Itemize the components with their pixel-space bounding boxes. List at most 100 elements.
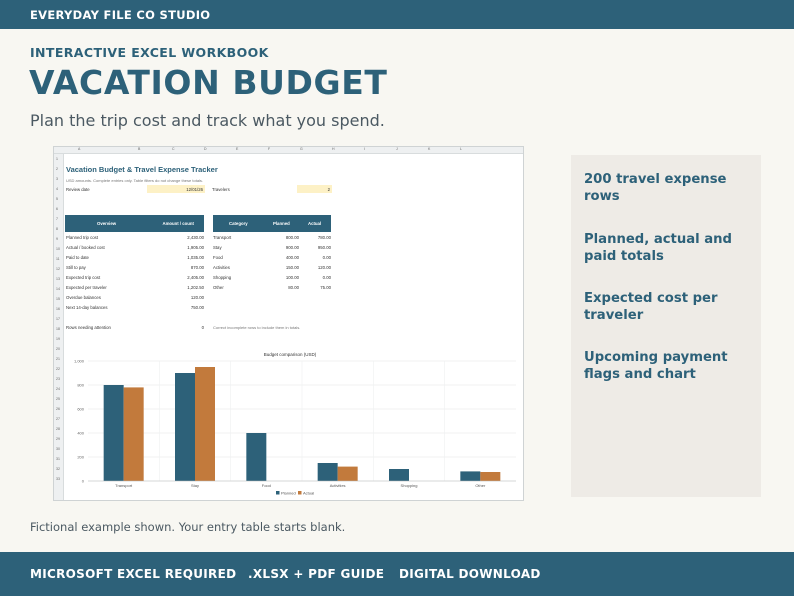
y-tick-label: 800: [77, 383, 84, 388]
chart-title: Budget comparison (USD): [263, 352, 317, 357]
attention-label: Rows needing attention: [66, 325, 111, 330]
category-row-actual: 0.00: [322, 255, 331, 260]
overview-row-value: 1,202.50: [187, 285, 204, 290]
row-number: 21: [56, 357, 60, 361]
travelers-value: 2: [327, 187, 330, 192]
overview-row-value: 1,035.00: [187, 255, 204, 260]
overview-row-label: Expected per traveler: [66, 285, 107, 290]
overview-row-label: Next 14-day balances: [66, 305, 108, 310]
x-tick-label: Stay: [191, 483, 199, 488]
row-headers: 1 2 3 4 5 6 7 8 9 10 11 12 13 14 15 16 17 18 19 20 21 22 23 24 2…: [54, 154, 64, 500]
bar-planned: [246, 433, 267, 481]
overview-row-label: Still to pay: [66, 265, 86, 270]
category-row-name: Activities: [213, 265, 230, 270]
row-number: 8: [56, 227, 58, 231]
overview-row-value: 750.00: [190, 305, 204, 310]
column-headers: A B C D E F G H I J K L: [54, 147, 523, 154]
chart-plot: 0 200 400 600 800 1,000 Transport Stay Food Activ…: [74, 359, 516, 495]
row-number: 12: [56, 267, 60, 271]
category-row-name: Other: [213, 285, 224, 290]
column-letter: J: [396, 147, 398, 151]
brand-bar: EVERYDAY FILE CO STUDIO: [0, 0, 794, 29]
row-number: 9: [56, 237, 58, 241]
column-letter: K: [428, 147, 431, 151]
row-number: 32: [56, 467, 60, 471]
row-number: 6: [56, 207, 58, 211]
row-number: 5: [56, 197, 58, 201]
overview-row-label: Overdue balances: [66, 295, 101, 300]
footnote: Fictional example shown. Your entry tabl…: [30, 520, 346, 534]
footer-excel-required: MICROSOFT EXCEL REQUIRED: [30, 567, 237, 581]
column-letter: E: [236, 147, 239, 151]
travelers-label: Travelers: [212, 187, 230, 192]
category-row-planned: 400.00: [285, 255, 299, 260]
overview-header: Overview Amount / count: [65, 215, 204, 232]
category-row-actual: 0.00: [322, 275, 331, 280]
category-header: Category Planned Actual: [213, 215, 331, 232]
review-date-cell[interactable]: [147, 185, 205, 193]
column-letter: C: [172, 147, 175, 151]
overview-row-value: 120.00: [190, 295, 204, 300]
row-number: 14: [56, 287, 60, 291]
bar-actual: [123, 387, 144, 481]
row-number: 1: [56, 157, 58, 161]
row-number: 10: [56, 247, 60, 251]
planned-header-label: Planned: [273, 221, 290, 226]
x-tick-label: Shopping: [401, 483, 418, 488]
travelers-cell[interactable]: [297, 185, 332, 193]
features-panel: 200 travel expense rows Planned, actual …: [571, 155, 761, 497]
category-row-actual: 120.00: [317, 265, 331, 270]
x-tick-label: Food: [262, 483, 271, 488]
x-tick-label: Transport: [115, 483, 133, 488]
y-tick-label: 200: [77, 455, 84, 460]
row-number: 31: [56, 457, 60, 461]
row-number: 16: [56, 307, 60, 311]
x-tick-label: Activities: [330, 483, 346, 488]
column-letter: I: [364, 147, 365, 151]
category-row-planned: 800.00: [285, 235, 299, 240]
legend-label: Actual: [303, 490, 314, 495]
row-number: 26: [56, 407, 60, 411]
category-row-actual: 780.00: [317, 235, 331, 240]
eyebrow-label: INTERACTIVE EXCEL WORKBOOK: [30, 45, 269, 60]
column-letter: L: [460, 147, 462, 151]
brand-name: EVERYDAY FILE CO STUDIO: [30, 8, 211, 22]
row-number: 20: [56, 347, 60, 351]
footer-digital-download: DIGITAL DOWNLOAD: [399, 567, 541, 581]
row-number: 23: [56, 377, 60, 381]
overview-row-label: Paid to date: [66, 255, 89, 260]
actual-header-label: Actual: [308, 221, 322, 226]
y-tick-label: 0: [82, 479, 85, 484]
footer-file-formats: .XLSX + PDF GUIDE: [248, 567, 385, 581]
category-row-planned: 900.00: [285, 245, 299, 250]
category-row-planned: 80.00: [288, 285, 299, 290]
category-row-actual: 75.00: [320, 285, 331, 290]
row-number: 22: [56, 367, 60, 371]
legend-swatch: [276, 491, 280, 495]
page-subtitle: Plan the trip cost and track what you sp…: [30, 111, 385, 130]
feature-per-traveler: Expected cost per traveler: [584, 291, 718, 323]
attention-value: 0: [201, 325, 204, 330]
bar-planned: [389, 469, 409, 481]
review-date-value: 12/01/26: [186, 187, 203, 192]
bar-planned: [317, 463, 338, 481]
y-tick-label: 1,000: [74, 359, 85, 364]
category-row-name: Shopping: [213, 275, 232, 280]
legend-label: Planned: [281, 490, 296, 495]
row-number: 7: [56, 217, 58, 221]
row-number: 17: [56, 317, 60, 321]
legend-swatch: [298, 491, 302, 495]
overview-row-value: 870.00: [190, 265, 204, 270]
row-number: 30: [56, 447, 60, 451]
bar-planned: [460, 471, 481, 481]
column-letter: A: [78, 147, 81, 151]
row-number: 25: [56, 397, 60, 401]
column-letter: F: [268, 147, 271, 151]
category-row-planned: 150.00: [285, 265, 299, 270]
row-number: 13: [56, 277, 60, 281]
row-number: 29: [56, 437, 60, 441]
row-number: 28: [56, 427, 60, 431]
overview-row-value: 1,905.00: [187, 245, 204, 250]
feature-payment-flags: Upcoming payment flags and chart: [584, 350, 728, 382]
x-tick-label: Other: [475, 483, 486, 488]
